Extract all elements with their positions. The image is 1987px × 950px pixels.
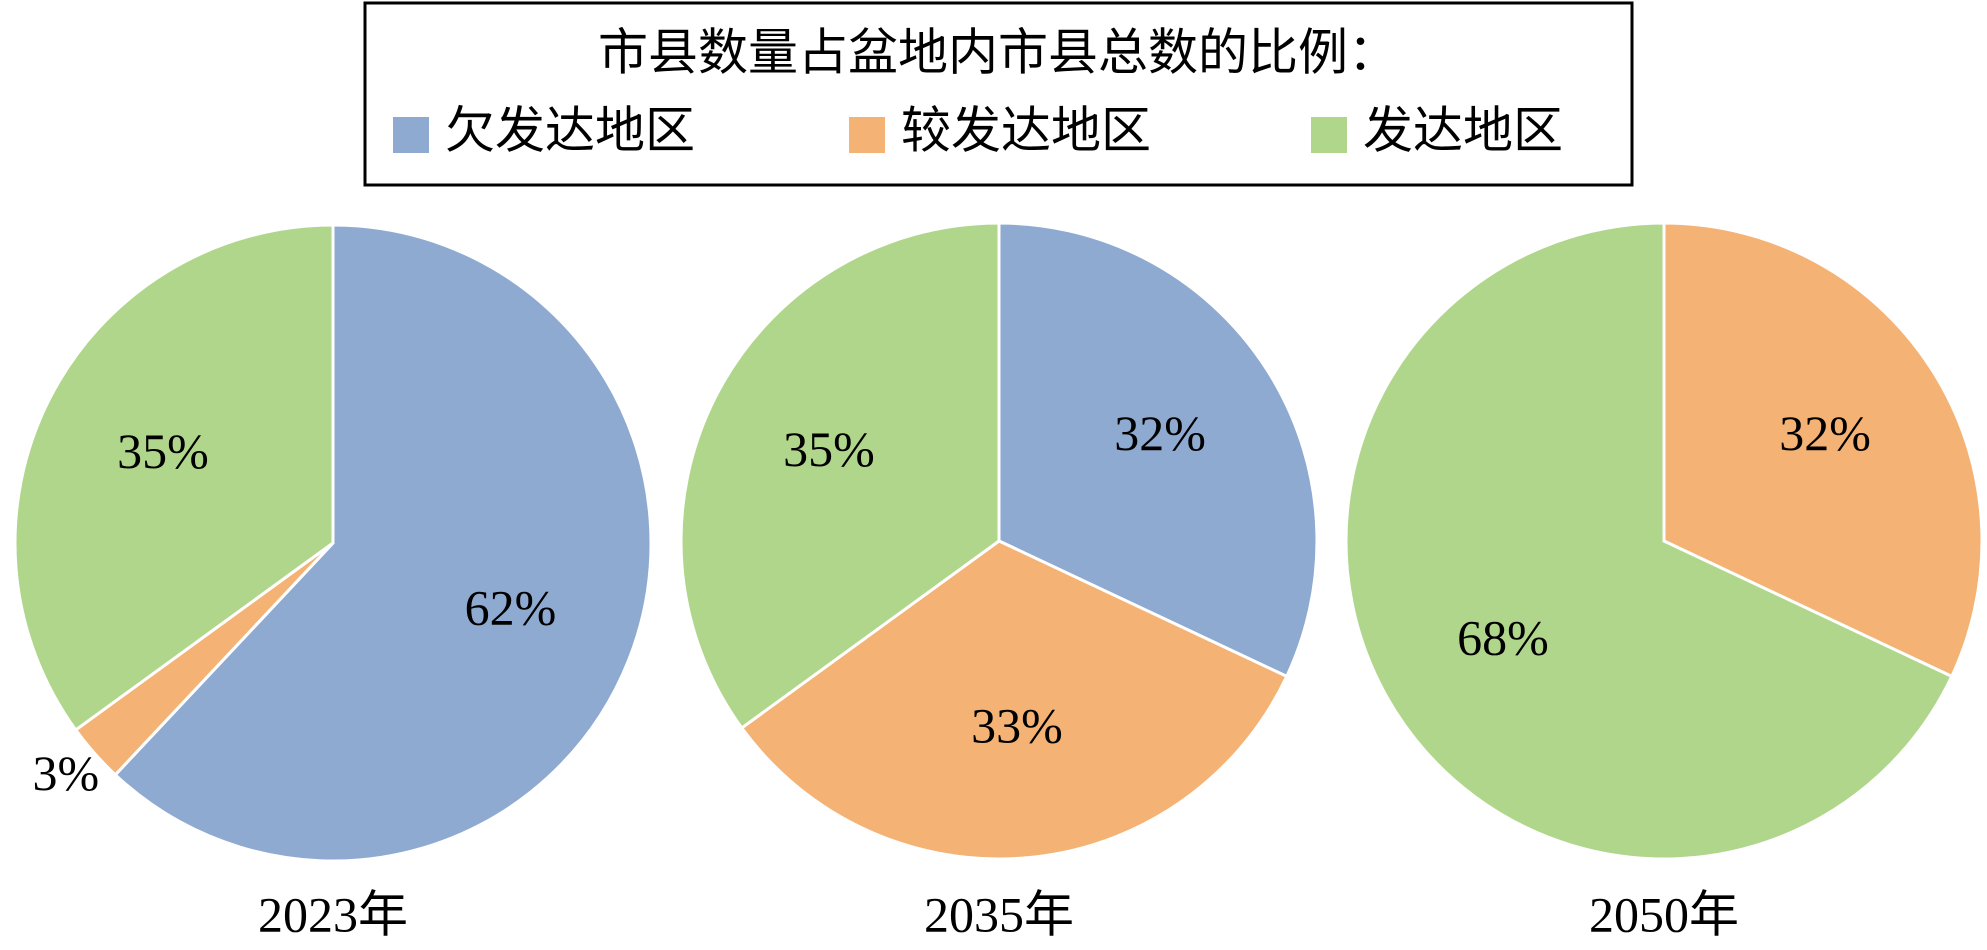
data-label: 35% <box>783 421 875 477</box>
legend-label: 发达地区 <box>1363 102 1563 158</box>
data-label: 32% <box>1114 405 1206 461</box>
data-label: 68% <box>1457 610 1549 666</box>
legend-swatch <box>1311 117 1347 153</box>
data-label: 3% <box>33 745 100 801</box>
pie-slice <box>13 223 335 733</box>
pie-slice <box>739 539 1289 861</box>
legend-box <box>363 1 1634 187</box>
pie-slice <box>997 221 1319 679</box>
legend-swatch <box>393 117 429 153</box>
legend-swatch <box>849 117 885 153</box>
data-label: 35% <box>117 423 209 479</box>
legend-title: 市县数量占盆地内市县总数的比例： <box>598 24 1398 80</box>
pie-title: 2035年 <box>924 886 1074 942</box>
data-label: 62% <box>465 580 557 636</box>
data-label: 33% <box>971 697 1063 753</box>
data-label: 32% <box>1779 405 1871 461</box>
legend-label: 欠发达地区 <box>445 102 695 158</box>
pie-slice <box>679 221 1001 731</box>
pie-title: 2050年 <box>1589 886 1739 942</box>
pie-slice <box>1344 221 1954 861</box>
pie-slice <box>1662 221 1984 679</box>
pie-slice <box>113 223 653 863</box>
legend-label: 较发达地区 <box>901 102 1151 158</box>
pie-title: 2023年 <box>258 886 408 942</box>
